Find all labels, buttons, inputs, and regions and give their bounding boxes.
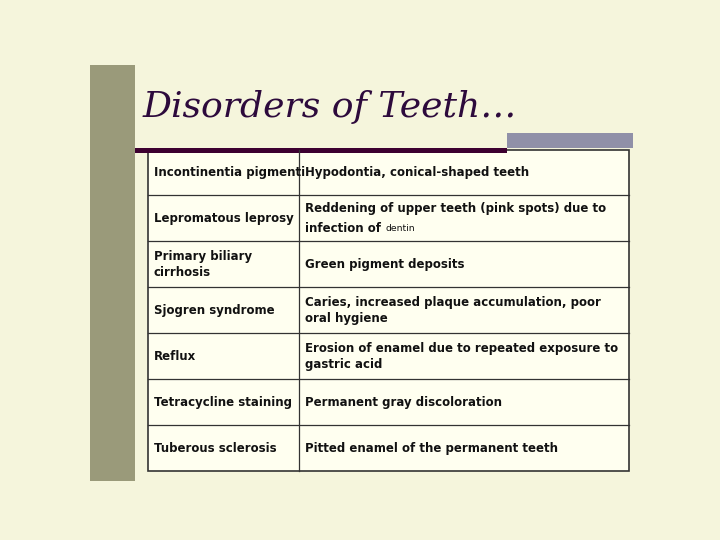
Text: Tuberous sclerosis: Tuberous sclerosis [153, 442, 276, 455]
Bar [135, 148, 507, 153]
Bar [148, 150, 629, 471]
Text: Disorders of Teeth…: Disorders of Teeth… [143, 90, 517, 124]
Text: Reflux: Reflux [153, 350, 196, 363]
Text: Reddening of upper teeth (pink spots) due to: Reddening of upper teeth (pink spots) du… [305, 202, 606, 215]
Text: Green pigment deposits: Green pigment deposits [305, 258, 464, 271]
Text: Primary biliary
cirrhosis: Primary biliary cirrhosis [153, 250, 252, 279]
Bar [90, 65, 135, 481]
Text: Hypodontia, conical-shaped teeth: Hypodontia, conical-shaped teeth [305, 166, 529, 179]
Text: Pitted enamel of the permanent teeth: Pitted enamel of the permanent teeth [305, 442, 558, 455]
Text: Incontinentia pigmenti: Incontinentia pigmenti [153, 166, 305, 179]
Text: dentin: dentin [385, 224, 415, 233]
Text: Sjogren syndrome: Sjogren syndrome [153, 304, 274, 317]
Text: Erosion of enamel due to repeated exposure to
gastric acid: Erosion of enamel due to repeated exposu… [305, 342, 618, 371]
Bar [507, 132, 632, 148]
Text: infection of: infection of [305, 221, 385, 234]
Text: Lepromatous leprosy: Lepromatous leprosy [153, 212, 294, 225]
Text: Permanent gray discoloration: Permanent gray discoloration [305, 396, 502, 409]
Text: Tetracycline staining: Tetracycline staining [153, 396, 292, 409]
Text: Caries, increased plaque accumulation, poor
oral hygiene: Caries, increased plaque accumulation, p… [305, 296, 601, 325]
